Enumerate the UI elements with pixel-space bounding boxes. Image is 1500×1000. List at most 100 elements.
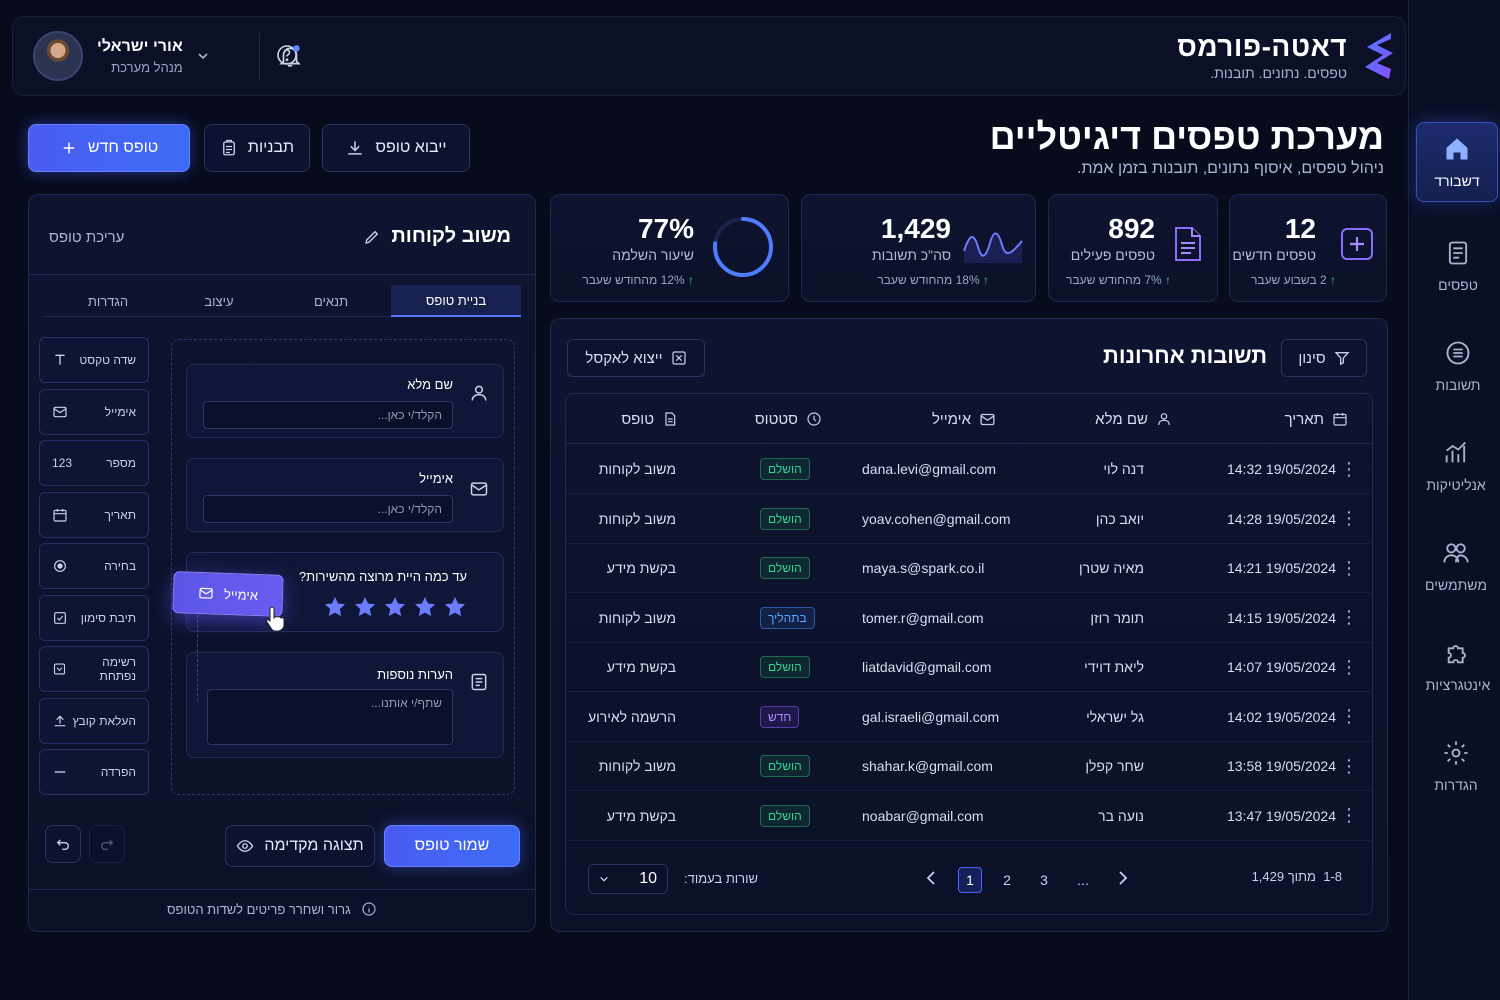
stat-value: 1,429 [880, 213, 951, 244]
table-row[interactable]: 19/05/2024 14:21 מאיה שטרן maya.s@spark.… [566, 543, 1372, 593]
column-status[interactable]: סטטוס [755, 394, 822, 444]
info-icon [361, 902, 376, 916]
row-menu-button[interactable]: ⋮ [1340, 508, 1358, 528]
plus-icon [63, 142, 75, 154]
field-rating[interactable]: עד כמה היית מרוצה מהשירות? [186, 552, 504, 632]
sidebar-item-integrations[interactable]: אינטגרציות [1418, 626, 1498, 706]
cell-email: noabar@gmail.com [862, 807, 984, 824]
import-form-button[interactable]: ייבוא טופס [322, 124, 470, 172]
tab-design[interactable]: עיצוב [204, 293, 234, 309]
dragging-email-chip[interactable]: אימייל [172, 571, 284, 617]
table-row[interactable]: 19/05/2024 13:58 שחר קפלן shahar.k@gmail… [566, 741, 1372, 791]
sidebar-item-users[interactable]: משתמשים [1416, 526, 1496, 606]
tab-build[interactable]: בניית טופס [391, 285, 521, 317]
palette-item-text[interactable]: שדה טקסט [39, 337, 149, 383]
prev-page-button[interactable] [924, 869, 938, 887]
table-row[interactable]: 19/05/2024 14:32 דנה לוי dana.levi@gmail… [566, 444, 1372, 494]
palette-item-label: בחירה [104, 559, 136, 573]
notes-textarea[interactable]: שתף/י אותנו... [207, 689, 453, 745]
table-row[interactable]: 19/05/2024 14:02 גל ישראלי gal.israeli@g… [566, 692, 1372, 742]
form-name[interactable]: משוב לקוחות [363, 225, 511, 248]
cell-form: בקשת מידע [606, 659, 676, 675]
row-menu-button[interactable]: ⋮ [1340, 557, 1358, 578]
mail-icon [470, 482, 488, 496]
tab-conditions[interactable]: תנאים [313, 293, 349, 309]
star-icon[interactable] [443, 595, 467, 619]
palette-item-calendar[interactable]: תאריך [39, 491, 149, 538]
status-badge: הושלם [760, 557, 810, 579]
column-email[interactable]: אימייל [932, 394, 996, 444]
column-name[interactable]: שם מלא [1095, 394, 1172, 444]
analytics-icon [1445, 441, 1466, 463]
progress-ring [713, 217, 773, 277]
notifications-button[interactable] [277, 43, 303, 69]
full-name-input[interactable]: הקלד/י כאן... [203, 401, 453, 429]
table-row[interactable]: 19/05/2024 14:07 ליאת דוידי liatdavid@gm… [566, 642, 1372, 692]
table-row[interactable]: 19/05/2024 13:47 נועה בר noabar@gmail.co… [566, 791, 1372, 841]
table-row[interactable]: 19/05/2024 14:28 יואב כהן yoav.cohen@gma… [566, 494, 1372, 544]
form-canvas[interactable]: שם מלא הקלד/י כאן... אימייל הקלד/י כאן..… [171, 339, 515, 795]
sidebar-item-settings[interactable]: הגדרות [1416, 726, 1496, 806]
column-date[interactable]: תאריך [1285, 394, 1348, 444]
cell-date: 19/05/2024 14:15 [1226, 609, 1336, 626]
undo-button[interactable] [45, 825, 81, 863]
cell-date: 19/05/2024 14:32 [1226, 461, 1336, 477]
user-menu[interactable]: אורי ישראלי מנהל מערכת [33, 31, 209, 81]
column-form[interactable]: טופס [621, 394, 678, 444]
sidebar-item-label: דשבורד [1434, 173, 1480, 189]
next-page-button[interactable] [1116, 869, 1130, 887]
row-menu-button[interactable]: ⋮ [1340, 656, 1358, 677]
new-form-button[interactable]: טופס חדש [28, 124, 190, 172]
templates-label: תבניות [247, 139, 295, 156]
new-form-label: טופס חדש [87, 139, 159, 156]
redo-button[interactable] [89, 825, 125, 863]
templates-button[interactable]: תבניות [204, 124, 310, 172]
page-2[interactable]: 2 [1003, 872, 1011, 888]
row-menu-button[interactable]: ⋮ [1340, 458, 1358, 479]
star-icon[interactable] [413, 595, 437, 619]
sidebar-item-responses[interactable]: תשובות [1418, 326, 1498, 406]
filter-label: סינון [1298, 349, 1326, 367]
rows-per-page-label: שורות בעמוד: [684, 871, 758, 886]
export-excel-button[interactable]: ייצוא לאקסל [567, 339, 705, 377]
row-menu-button[interactable]: ⋮ [1340, 755, 1358, 776]
row-menu-button[interactable]: ⋮ [1340, 607, 1358, 627]
sidebar-item-dashboard[interactable]: דשבורד [1416, 122, 1498, 202]
page-3[interactable]: 3 [1040, 872, 1048, 888]
table-row[interactable]: 19/05/2024 14:15 תומר רוזן tomer.r@gmail… [566, 593, 1372, 643]
brand: דאטה-פורמס טפסים. נתונים. תובנות. [1177, 31, 1395, 81]
cell-name: גל ישראלי [1086, 708, 1144, 725]
tab-settings[interactable]: הגדרות [87, 293, 129, 309]
preview-button[interactable]: תצוגה מקדימה [225, 825, 375, 867]
rows-per-page-select[interactable]: 10 [588, 864, 668, 894]
page-1[interactable]: 1 [958, 867, 982, 893]
field-full-name[interactable]: שם מלא הקלד/י כאן... [186, 364, 504, 438]
stat-trend: ↑ 2 בשבוע שעבר [1250, 273, 1336, 287]
field-email[interactable]: אימייל הקלד/י כאן... [186, 458, 504, 532]
star-icon[interactable] [353, 595, 377, 619]
row-menu-button[interactable]: ⋮ [1340, 805, 1358, 825]
star-rating[interactable] [323, 595, 467, 619]
sidebar-item-forms[interactable]: טפסים [1418, 226, 1498, 306]
star-icon[interactable] [323, 595, 347, 619]
palette-item-upload[interactable]: העלאת קובץ [39, 697, 149, 744]
palette-item-dropdown[interactable]: רשימה נפתחת [39, 646, 149, 692]
builder-header: משוב לקוחות עריכת טופס [29, 195, 535, 275]
star-icon[interactable] [383, 595, 407, 619]
row-menu-button[interactable]: ⋮ [1340, 706, 1358, 726]
user-icon [471, 385, 487, 401]
field-notes[interactable]: הערות נוספות שתף/י אותנו... [186, 652, 504, 758]
palette-item-number[interactable]: מספר 123 [39, 440, 149, 486]
palette-item-radio[interactable]: בחירה [39, 543, 149, 589]
sidebar-item-analytics[interactable]: אנליטיקות [1416, 426, 1496, 506]
email-input[interactable]: הקלד/י כאן... [203, 495, 453, 523]
palette-item-checkbox[interactable]: תיבת סימון [39, 594, 149, 641]
palette-item-divider[interactable]: הפרדה [39, 749, 149, 795]
filter-button[interactable]: סינון [1281, 339, 1367, 377]
sidebar-item-label: משתמשים [1425, 577, 1487, 593]
save-form-button[interactable]: שמור טופס [384, 825, 520, 867]
stat-trend: ↑ 7% מהחודש שעבר [1066, 273, 1171, 287]
puzzle-icon [1447, 645, 1466, 664]
cell-date: 19/05/2024 14:02 [1226, 708, 1336, 725]
palette-item-mail[interactable]: אימייל [39, 388, 149, 435]
